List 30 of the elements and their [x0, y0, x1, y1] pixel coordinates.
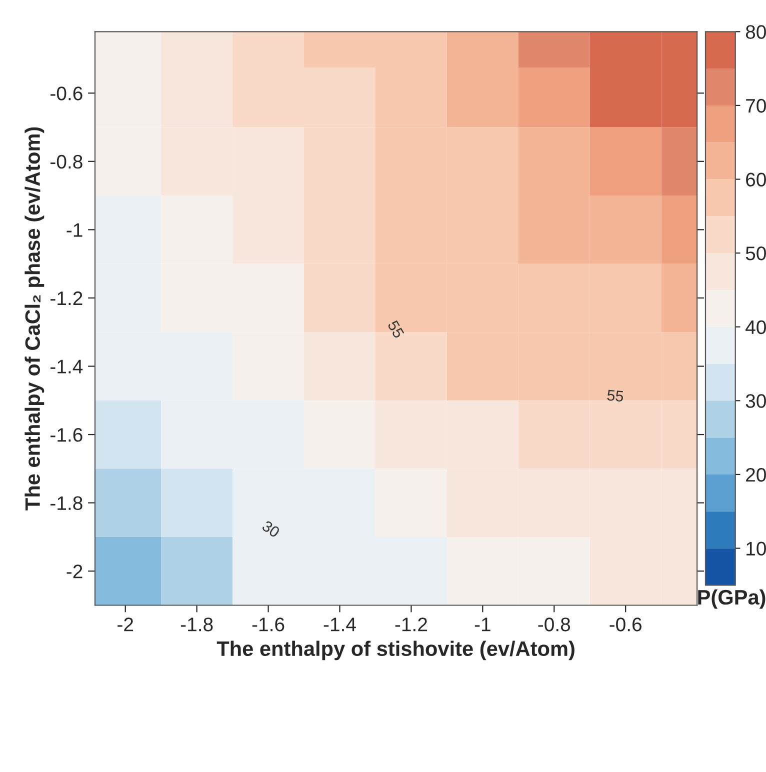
- color-bar-label: 40: [746, 320, 766, 334]
- y-tick-label: -1.2: [50, 291, 82, 306]
- y-axis-title: The enthalpy of CaCl₂ phase (ev/Atom): [24, 127, 44, 510]
- x-tick-label: -1: [474, 618, 490, 632]
- color-bar-title: P(GPa): [698, 589, 766, 609]
- x-tick-label: -0.6: [610, 618, 642, 632]
- color-bar-label: 70: [746, 98, 766, 113]
- x-tick-label: -1.8: [180, 618, 213, 632]
- color-bar-label: 20: [746, 468, 766, 482]
- y-tick-label: -1: [66, 223, 82, 237]
- color-bar-label: 10: [746, 542, 766, 556]
- x-axis-title: The enthalpy of stishovite (ev/Atom): [216, 640, 574, 660]
- y-tick-label: -0.6: [50, 86, 82, 100]
- color-bar-label: 30: [746, 394, 766, 408]
- annotation: 30: [261, 520, 281, 538]
- x-tick-label: -0.8: [538, 618, 570, 632]
- y-tick-label: -0.8: [50, 154, 82, 169]
- color-bar-label: 50: [746, 246, 766, 260]
- y-tick-label: -1.6: [50, 428, 82, 442]
- y-tick-label: -1.4: [50, 360, 83, 374]
- annotation: 55: [606, 390, 624, 402]
- x-tick-label: -2: [118, 618, 134, 632]
- x-tick-label: -1.4: [324, 618, 356, 632]
- annotation: 55: [387, 320, 404, 339]
- x-tick-label: -1.2: [395, 618, 427, 632]
- y-tick-label: -1.8: [50, 496, 82, 510]
- color-bar-label: 60: [746, 172, 766, 186]
- color-bar-label: 80: [746, 25, 766, 39]
- x-tick-label: -1.6: [252, 618, 284, 632]
- y-tick-label: -2: [66, 564, 82, 578]
